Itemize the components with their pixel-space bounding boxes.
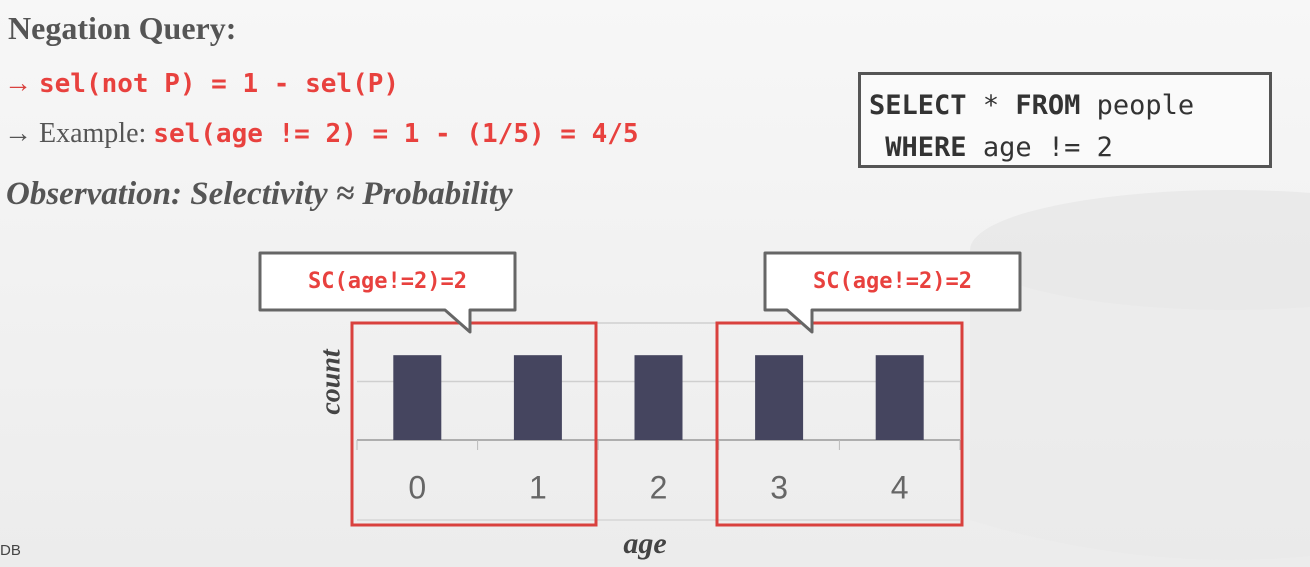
label: Example: [39, 118, 147, 149]
keyword: WHERE [885, 132, 967, 163]
sql-text: age != 2 [982, 132, 1113, 163]
keyword: SELECT [869, 90, 967, 121]
sql-line: WHERE age != 2 [869, 127, 1269, 169]
bar [755, 355, 804, 440]
bar [634, 355, 683, 440]
bar [393, 355, 442, 440]
callout-box [258, 251, 517, 334]
sql-line: SELECT * FROM people [869, 85, 1269, 127]
bullet: → Example: sel(age != 2) = 1 - (1/5) = 4… [4, 118, 639, 150]
highlight-box [350, 321, 598, 527]
formula: sel(age != 2) = 1 - (1/5) = 4/5 [153, 119, 639, 149]
x-tick-label: 1 [529, 469, 547, 505]
callout-box [763, 251, 1022, 334]
observation: Observation: Selectivity ≈ Probability [6, 176, 513, 212]
arrow: → [4, 118, 32, 149]
highlight-box [715, 321, 964, 527]
bar [513, 355, 562, 440]
keyword: FROM [1015, 90, 1081, 121]
x-tick-label: 2 [650, 469, 668, 505]
sql-text: people [1096, 90, 1195, 121]
sql-box: SELECT * FROM people WHERE age != 2 [858, 72, 1272, 168]
title: Negation Query: [8, 10, 237, 46]
footer: DB [0, 542, 21, 559]
bullet: → sel(not P) = 1 - sel(P) [4, 68, 399, 100]
bar [875, 355, 924, 440]
x-tick-label: 4 [891, 469, 909, 505]
callout-text: SC(age!=2)=2 [308, 269, 467, 294]
callout-text: SC(age!=2)=2 [813, 269, 972, 294]
formula: sel(not P) = 1 - sel(P) [39, 69, 400, 99]
x-tick-label: 3 [770, 469, 788, 505]
y-axis-label: count [315, 348, 346, 415]
x-tick-label: 0 [408, 469, 426, 505]
x-axis-label: age [623, 527, 666, 560]
sql-text: * [982, 90, 1000, 121]
decoration [970, 250, 1310, 560]
arrow: → [4, 68, 32, 99]
